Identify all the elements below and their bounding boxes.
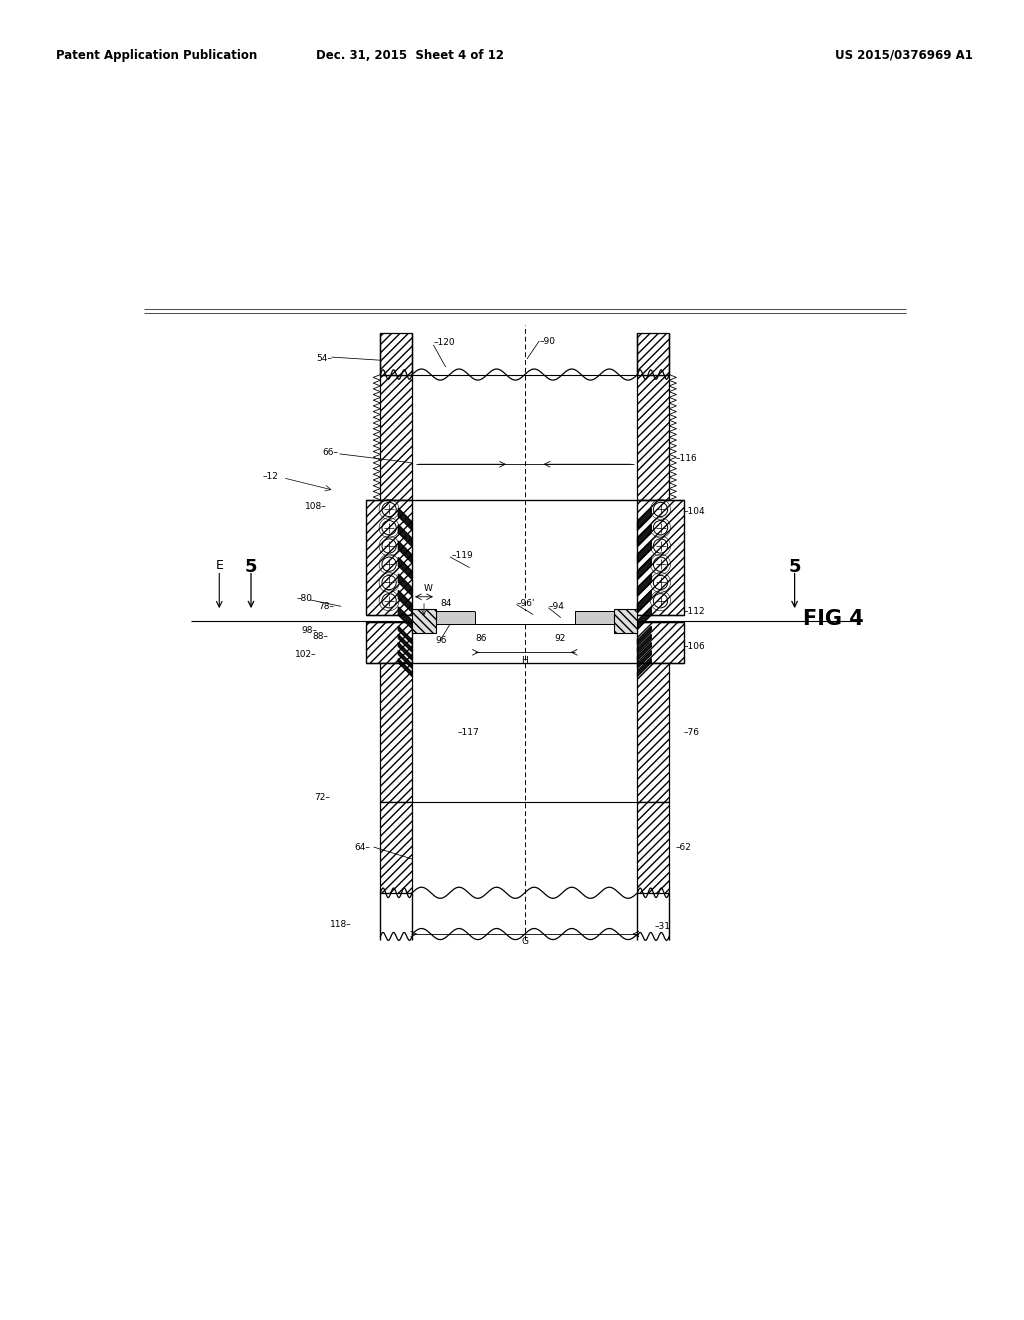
Text: –80: –80 (296, 594, 312, 603)
Text: G: G (521, 937, 528, 946)
Polygon shape (638, 643, 651, 660)
Polygon shape (398, 574, 412, 595)
Polygon shape (398, 607, 412, 628)
Text: –106: –106 (684, 643, 706, 651)
Text: 88–: 88– (312, 632, 328, 642)
Text: –117: –117 (458, 727, 479, 737)
Bar (638, 663, 670, 801)
Text: 72–: 72– (314, 793, 331, 803)
Text: E: E (215, 558, 223, 572)
Bar (367, 500, 412, 615)
Bar (412, 333, 638, 940)
Polygon shape (398, 524, 412, 546)
Text: –12: –12 (263, 471, 279, 480)
Polygon shape (398, 643, 412, 660)
Text: –116: –116 (676, 454, 697, 463)
Text: 118–: 118– (330, 920, 352, 929)
Text: 54–: 54– (316, 354, 332, 363)
Text: 108–: 108– (305, 502, 327, 511)
Polygon shape (638, 659, 651, 676)
Polygon shape (638, 557, 651, 579)
Bar (638, 500, 684, 615)
Text: –112: –112 (684, 607, 706, 615)
Text: –76: –76 (684, 727, 699, 737)
Bar (380, 333, 412, 375)
Polygon shape (398, 635, 412, 652)
Polygon shape (638, 635, 651, 652)
Polygon shape (398, 541, 412, 564)
Bar (412, 610, 436, 634)
Text: –94: –94 (549, 602, 564, 611)
Bar (638, 375, 670, 500)
Text: Patent Application Publication: Patent Application Publication (56, 49, 258, 62)
Text: FIG 4: FIG 4 (803, 609, 863, 630)
Text: –119: –119 (452, 550, 473, 560)
Polygon shape (638, 590, 651, 612)
Text: H: H (521, 656, 528, 665)
Bar (436, 611, 613, 624)
Text: –120: –120 (433, 338, 455, 347)
Text: 102–: 102– (295, 651, 316, 659)
Polygon shape (638, 574, 651, 595)
Text: 96: 96 (436, 636, 447, 645)
Polygon shape (638, 651, 651, 668)
Bar (436, 611, 613, 624)
Polygon shape (638, 626, 651, 644)
Polygon shape (638, 541, 651, 564)
Polygon shape (398, 626, 412, 644)
Text: 64–: 64– (354, 842, 370, 851)
Text: 78–: 78– (318, 602, 334, 611)
Bar (367, 622, 412, 663)
Text: –90: –90 (539, 337, 555, 346)
Text: –62: –62 (676, 842, 691, 851)
Text: 5: 5 (788, 557, 801, 576)
Text: 98–: 98– (301, 626, 316, 635)
Polygon shape (398, 557, 412, 579)
Text: 5: 5 (245, 557, 257, 576)
Text: 84: 84 (440, 598, 452, 607)
Text: Dec. 31, 2015  Sheet 4 of 12: Dec. 31, 2015 Sheet 4 of 12 (315, 49, 504, 62)
Text: 86: 86 (475, 634, 486, 643)
Bar (638, 333, 670, 375)
Polygon shape (398, 651, 412, 668)
Text: –31: –31 (654, 921, 670, 931)
Polygon shape (638, 508, 651, 531)
Bar (380, 663, 412, 801)
Polygon shape (638, 607, 651, 628)
Polygon shape (398, 508, 412, 531)
Text: 92: 92 (555, 634, 566, 643)
Bar (638, 622, 684, 663)
Text: W: W (424, 585, 432, 593)
Bar (380, 801, 412, 892)
Text: 66–: 66– (323, 447, 338, 457)
Bar (613, 610, 638, 634)
Polygon shape (398, 590, 412, 612)
Bar (638, 801, 670, 892)
Polygon shape (638, 524, 651, 546)
Text: US 2015/0376969 A1: US 2015/0376969 A1 (835, 49, 973, 62)
Text: –96': –96' (517, 598, 536, 607)
Bar (475, 611, 574, 624)
Text: –104: –104 (684, 507, 706, 516)
Polygon shape (398, 659, 412, 676)
Bar (380, 375, 412, 500)
